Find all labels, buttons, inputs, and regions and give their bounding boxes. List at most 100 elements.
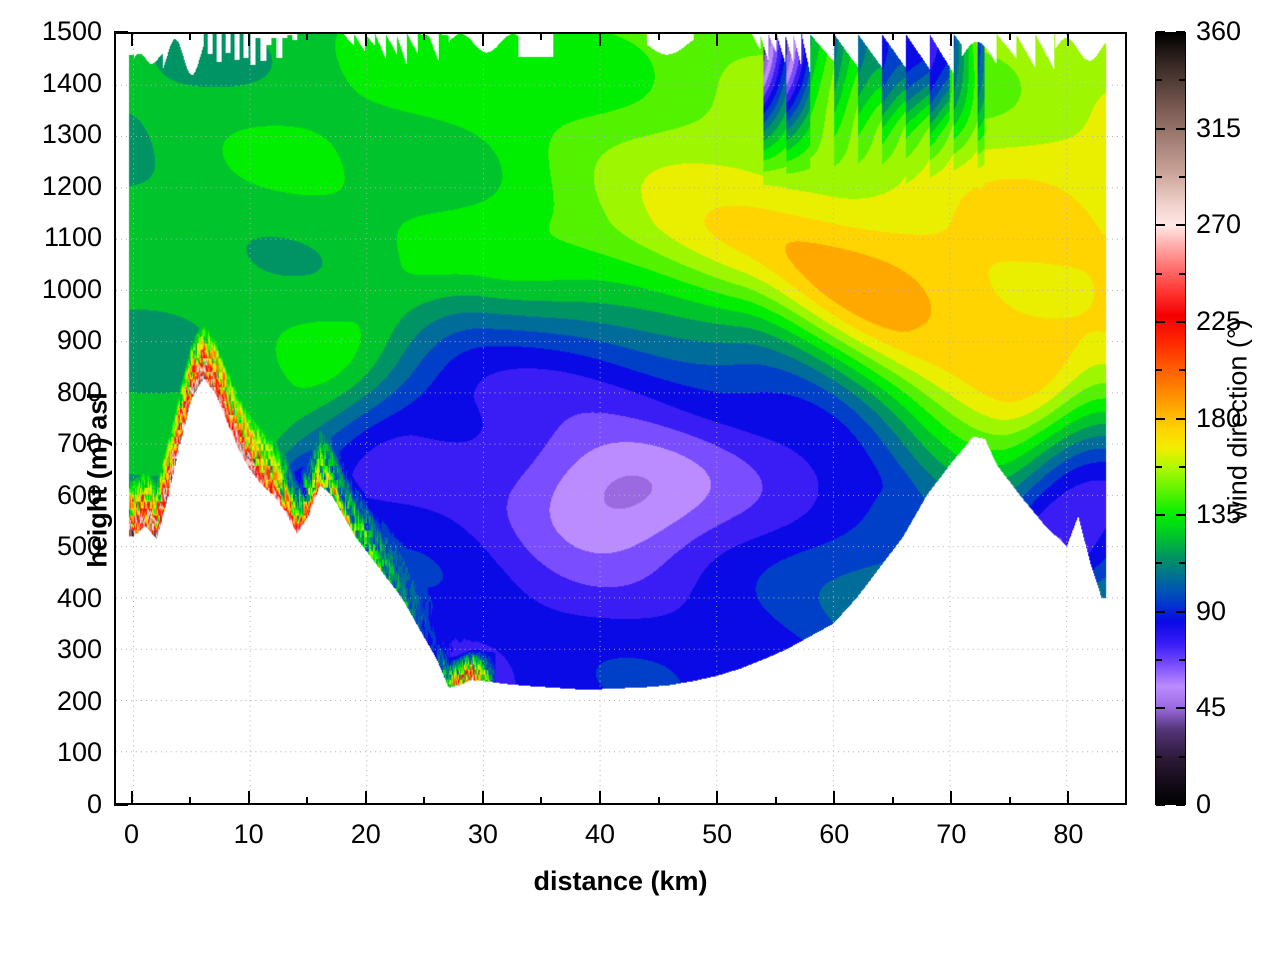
x-minor-tick-top	[306, 32, 309, 40]
x-minor-tick	[657, 797, 660, 805]
x-major-tick	[950, 791, 953, 805]
colorbar-major-tick	[1176, 707, 1185, 710]
y-tick-label: 1200	[41, 170, 102, 201]
y-tick-label: 0	[86, 789, 102, 819]
x-tick-label: 60	[819, 819, 850, 849]
x-tick-label: 80	[1053, 819, 1084, 849]
x-minor-tick	[774, 797, 777, 805]
colorbar-minor-tick	[1156, 562, 1162, 565]
x-major-tick	[364, 791, 367, 805]
x-tick-label: 70	[936, 819, 967, 849]
y-tick-label: 800	[56, 376, 102, 407]
colorbar-major-tick	[1156, 224, 1165, 227]
y-tick-label: 100	[56, 737, 102, 768]
colorbar-minor-tick	[1156, 369, 1162, 372]
colorbar-major-tick	[1176, 320, 1185, 323]
colorbar-major-tick	[1176, 224, 1185, 227]
colorbar-major-tick	[1156, 417, 1165, 420]
y-tick-label: 1100	[43, 222, 102, 253]
plot-area	[114, 32, 1127, 805]
colorbar-major-tick	[1156, 610, 1165, 613]
colorbar-minor-tick	[1179, 79, 1185, 82]
y-tick-label: 400	[56, 582, 102, 613]
y-tick-label: 200	[56, 685, 102, 716]
x-minor-tick	[189, 797, 192, 805]
colorbar-label: wind direction (°)	[1222, 319, 1253, 521]
x-major-tick	[247, 791, 250, 805]
x-minor-tick-top	[540, 32, 543, 40]
colorbar-minor-tick	[1156, 79, 1162, 82]
cross-section-field-canvas	[116, 34, 1125, 803]
x-major-tick	[716, 791, 719, 805]
colorbar-minor-tick	[1156, 755, 1162, 758]
x-tick-label: 0	[124, 819, 140, 849]
colorbar-tick-label: 360	[1196, 16, 1242, 46]
x-minor-tick-top	[774, 32, 777, 40]
colorbar-major-tick	[1176, 31, 1185, 33]
colorbar-major-tick	[1176, 514, 1185, 517]
y-tick-label: 500	[56, 531, 102, 562]
x-minor-tick	[1008, 797, 1011, 805]
y-tick-label: 1400	[41, 67, 102, 98]
x-minor-tick-top	[423, 32, 426, 40]
y-tick-label: 1500	[41, 16, 102, 46]
x-major-tick-top	[481, 32, 484, 46]
colorbar-major-tick	[1176, 610, 1185, 613]
x-major-tick-top	[247, 32, 250, 46]
colorbar-major-tick	[1156, 127, 1165, 130]
x-minor-tick	[891, 797, 894, 805]
colorbar-major-tick	[1156, 320, 1165, 323]
colorbar-tick-label: 180	[1196, 402, 1242, 433]
x-major-tick-top	[599, 32, 601, 46]
colorbar-major-tick	[1176, 804, 1185, 806]
colorbar-minor-tick	[1179, 755, 1185, 758]
x-tick-label: 10	[233, 819, 264, 849]
x-minor-tick-top	[1008, 32, 1011, 40]
y-tick-label: 900	[56, 325, 102, 356]
x-tick-label: 30	[467, 819, 498, 849]
colorbar-minor-tick	[1179, 175, 1185, 178]
x-major-tick	[833, 791, 836, 805]
colorbar-minor-tick	[1156, 175, 1162, 178]
colorbar-tick-label: 270	[1196, 209, 1242, 240]
colorbar-minor-tick	[1156, 659, 1162, 662]
x-major-tick	[599, 791, 601, 805]
x-major-tick	[1067, 791, 1070, 805]
colorbar-minor-tick	[1179, 369, 1185, 372]
colorbar-tick-label: 0	[1196, 789, 1212, 819]
x-major-tick-top	[833, 32, 836, 46]
colorbar-minor-tick	[1179, 659, 1185, 662]
colorbar-tick-label: 45	[1196, 692, 1227, 723]
colorbar-major-tick	[1156, 514, 1165, 517]
colorbar-major-tick	[1156, 804, 1165, 806]
x-tick-label: 20	[350, 819, 381, 849]
x-minor-tick-top	[891, 32, 894, 40]
colorbar-minor-tick	[1156, 272, 1162, 275]
y-tick-label: 1300	[41, 119, 102, 150]
x-minor-tick	[306, 797, 309, 805]
colorbar-minor-tick	[1179, 562, 1185, 565]
colorbar-major-tick	[1156, 31, 1165, 33]
x-major-tick-top	[364, 32, 367, 46]
x-tick-label: 50	[702, 819, 733, 849]
y-tick-label: 700	[56, 428, 102, 459]
colorbar-minor-tick	[1179, 465, 1185, 468]
colorbar-tick-label: 90	[1196, 595, 1227, 626]
colorbar-minor-tick	[1156, 465, 1162, 468]
colorbar-major-tick	[1156, 707, 1165, 710]
colorbar-minor-tick	[1179, 272, 1185, 275]
x-major-tick-top	[950, 32, 953, 46]
x-major-tick-top	[716, 32, 719, 46]
colorbar-tick-label: 225	[1196, 305, 1242, 336]
colorbar-major-tick	[1176, 417, 1185, 420]
x-tick-label: 40	[584, 819, 616, 849]
y-tick-label: 600	[56, 479, 102, 510]
y-tick-label: 1000	[41, 273, 102, 304]
x-major-tick-top	[130, 32, 133, 46]
x-major-tick-top	[1067, 32, 1070, 46]
y-tick-label: 300	[56, 634, 102, 665]
colorbar-tick-label: 135	[1196, 499, 1242, 530]
x-axis-label: distance (km)	[533, 866, 708, 896]
y-major-tick	[114, 804, 128, 806]
